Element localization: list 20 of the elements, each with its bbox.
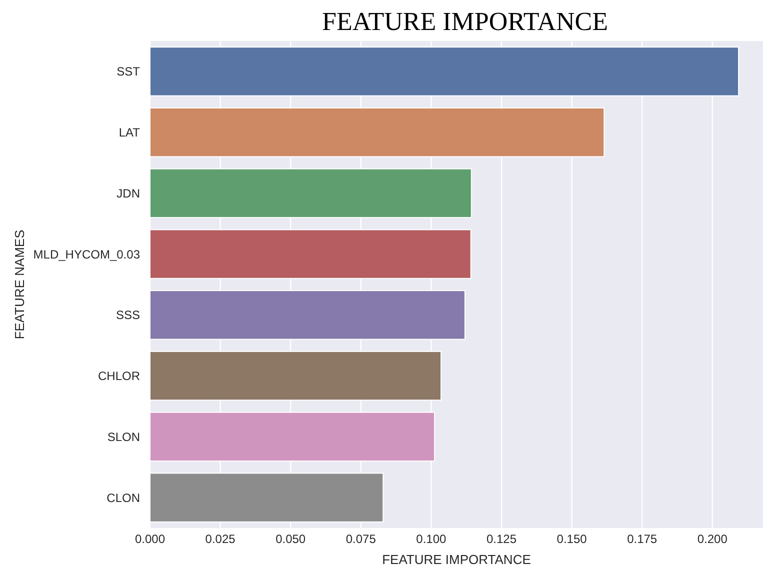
x-tick-label: 0.125	[486, 532, 517, 546]
y-tick-label: CLON	[106, 490, 140, 505]
x-tick-label: 0.050	[276, 532, 306, 546]
x-tick-label: 0.075	[346, 532, 376, 546]
y-axis-title: FEATURE NAMES	[12, 229, 27, 340]
x-tick-label: 0.000	[134, 532, 166, 546]
x-axis-title: FEATURE IMPORTANCE	[382, 552, 532, 567]
x-tick-label: 0.200	[697, 532, 728, 546]
y-tick-label: SSS	[116, 308, 140, 322]
chart-title: FEATURE IMPORTANCE	[322, 7, 608, 36]
y-tick-label: CHLOR	[98, 369, 140, 384]
y-tick-label: SST	[116, 64, 141, 79]
y-tick-label: JDN	[116, 186, 140, 200]
x-tick-label: 0.150	[556, 532, 588, 546]
x-tick-label: 0.100	[416, 532, 447, 546]
y-tick-label: SLON	[107, 430, 140, 444]
x-tick-label: 0.175	[627, 532, 658, 546]
y-tick-label: MLD_HYCOM_0.03	[33, 247, 140, 262]
y-tick-label: LAT	[118, 126, 141, 140]
x-tick-label: 0.025	[205, 532, 236, 546]
